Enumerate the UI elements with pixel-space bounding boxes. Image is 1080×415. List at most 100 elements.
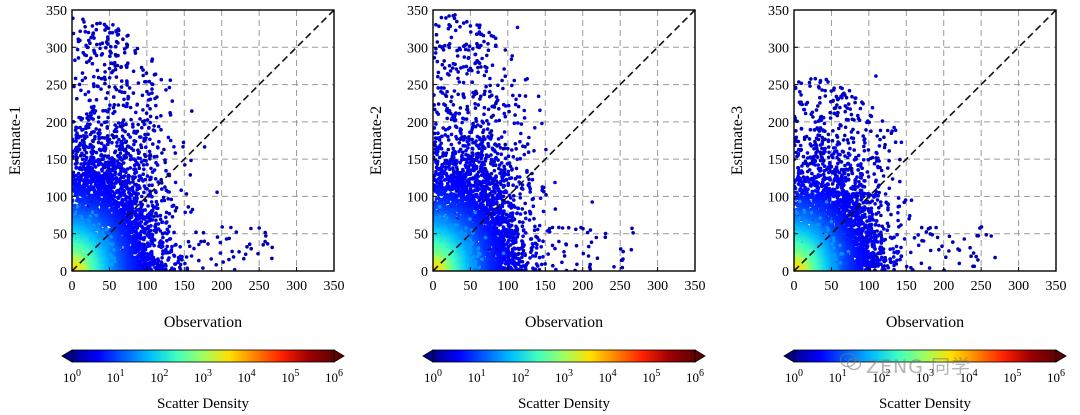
- scatter-point: [113, 150, 117, 155]
- scatter-point: [160, 151, 164, 155]
- scatter-point: [612, 265, 616, 269]
- scatter-point: [122, 137, 126, 141]
- scatter-point: [126, 187, 131, 191]
- scatter-point: [502, 67, 506, 71]
- scatter-point: [156, 180, 160, 184]
- scatter-point: [110, 178, 114, 183]
- scatter-point: [113, 60, 117, 65]
- scatter-point: [95, 21, 99, 26]
- scatter-point: [105, 110, 110, 114]
- scatter-point: [160, 252, 165, 256]
- scatter-point: [74, 136, 79, 140]
- scatter-point: [209, 257, 213, 261]
- scatter-point: [112, 95, 116, 99]
- scatter-point: [92, 48, 96, 53]
- scatter-point: [184, 255, 189, 259]
- scatter-point: [96, 115, 101, 120]
- scatter-point: [557, 239, 561, 244]
- scatter-point: [581, 226, 585, 231]
- scatter-point: [180, 254, 184, 259]
- scatter-point: [134, 193, 139, 198]
- scatter-point: [108, 54, 112, 59]
- scatter-point: [98, 131, 102, 136]
- scatter-point: [88, 168, 93, 173]
- scatter-point: [179, 188, 183, 192]
- scatter-point: [125, 101, 129, 106]
- scatter-point: [106, 35, 110, 39]
- scatter-point: [78, 29, 82, 34]
- scatter-point: [111, 168, 115, 173]
- scatter-point: [150, 59, 154, 63]
- scatter-point: [170, 244, 174, 249]
- scatter-point: [155, 202, 160, 207]
- scatter-point: [136, 81, 141, 85]
- scatter-point: [112, 248, 116, 252]
- y-tick-label: 300: [46, 41, 67, 56]
- scatter-point: [173, 243, 177, 247]
- scatter-point: [106, 180, 110, 184]
- scatter-point: [139, 204, 144, 209]
- scatter-point: [192, 246, 196, 251]
- scatter-point: [144, 111, 149, 115]
- scatter-point: [90, 61, 95, 66]
- scatter-point: [127, 191, 132, 196]
- scatter-point: [122, 97, 126, 102]
- scatter-point: [120, 237, 125, 242]
- scatter-point: [127, 86, 132, 90]
- scatter-point: [160, 198, 164, 203]
- scatter-point: [166, 197, 170, 201]
- scatter-point: [154, 211, 158, 216]
- scatter-point: [118, 157, 122, 161]
- scatter-point: [146, 204, 150, 208]
- scatter-point: [95, 42, 99, 47]
- scatter-point: [120, 203, 124, 207]
- scatter-point: [115, 190, 120, 195]
- scatter-point: [82, 20, 86, 24]
- scatter-point: [479, 65, 483, 69]
- scatter-point: [630, 226, 634, 231]
- scatter-point: [96, 163, 101, 167]
- scatter-point: [122, 232, 126, 236]
- scatter-point: [116, 103, 121, 107]
- scatter-point: [89, 35, 93, 40]
- scatter-point: [148, 107, 152, 111]
- scatter-point: [72, 31, 76, 36]
- scatter-point: [164, 188, 169, 193]
- scatter-point: [122, 47, 127, 51]
- scatter-point: [158, 213, 163, 218]
- scatter-point: [153, 72, 158, 76]
- scatter-point: [102, 62, 107, 67]
- scatter-point: [451, 103, 456, 107]
- scatter-point: [77, 82, 82, 87]
- scatter-point: [125, 80, 129, 85]
- scatter-point: [594, 235, 599, 240]
- scatter-point: [435, 40, 440, 44]
- scatter-point: [153, 205, 158, 209]
- scatter-point: [132, 163, 137, 167]
- scatter-point: [110, 70, 114, 75]
- scatter-point: [167, 237, 172, 241]
- scatter-point: [436, 102, 441, 106]
- scatter-point: [124, 122, 128, 126]
- scatter-point: [202, 239, 207, 244]
- chart-panel-1: 0050501001001501502002002502503003003503…: [7, 4, 345, 412]
- scatter-point: [98, 21, 102, 26]
- scatter-point: [143, 265, 148, 270]
- scatter-point: [155, 154, 159, 159]
- scatter-point: [194, 230, 198, 234]
- scatter-point: [560, 226, 565, 230]
- scatter-point: [245, 245, 249, 249]
- scatter-point: [497, 118, 502, 123]
- scatter-point: [93, 134, 97, 139]
- scatter-point: [464, 42, 469, 47]
- scatter-point: [532, 149, 536, 153]
- scatter-point: [144, 159, 148, 163]
- scatter-point: [114, 134, 119, 139]
- scatter-point: [183, 163, 187, 167]
- scatter-point: [512, 78, 517, 83]
- scatter-point: [621, 257, 625, 261]
- scatter-point: [149, 166, 153, 171]
- scatter-point: [75, 47, 80, 52]
- scatter-point: [91, 82, 96, 86]
- scatter-point: [125, 167, 130, 171]
